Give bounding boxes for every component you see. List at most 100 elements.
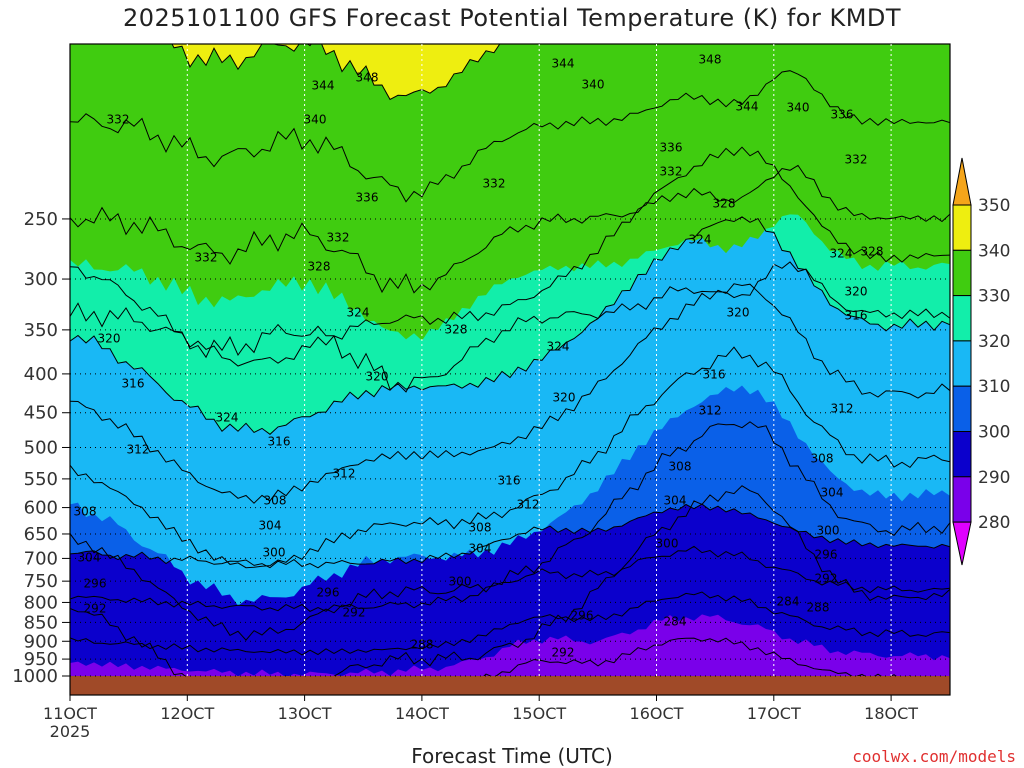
- contour-label: 332: [107, 113, 130, 127]
- contour-line-340: [171, 44, 501, 101]
- contour-label: 332: [845, 153, 868, 167]
- y-tick-label: 600: [24, 498, 58, 519]
- contour-label: 288: [807, 601, 830, 615]
- y-tick-label: 500: [24, 437, 58, 458]
- colorbar-segment: [952, 340, 972, 387]
- y-tick-label: 350: [24, 320, 58, 341]
- contour-label: 344: [312, 79, 335, 93]
- contour-label: 320: [366, 370, 389, 384]
- colorbar-label: 300: [978, 423, 1010, 443]
- x-tick-label: 14OCT: [395, 704, 449, 723]
- contour-label: 332: [483, 177, 506, 191]
- colorbar-segment: [952, 295, 972, 342]
- colorbar-segment: [952, 431, 972, 478]
- contour-label: 320: [727, 306, 750, 320]
- x-tick-label: 17OCT: [747, 704, 801, 723]
- x-tick-label: 15OCT: [512, 704, 566, 723]
- band-fill-330: [70, 44, 950, 341]
- contour-label: 344: [736, 100, 759, 114]
- contour-label: 312: [333, 467, 356, 481]
- x-tick-label: 16OCT: [630, 704, 684, 723]
- colorbar-label: 350: [978, 196, 1010, 216]
- colorbar-segment: [952, 385, 972, 433]
- chart-title: 2025101100 GFS Forecast Potential Temper…: [122, 4, 902, 32]
- contour-label: 304: [259, 519, 282, 533]
- contour-label: 316: [845, 309, 868, 323]
- colorbar-segment: [952, 204, 972, 251]
- contour-label: 332: [660, 165, 683, 179]
- contour-label: 328: [861, 245, 884, 259]
- contour-label: 300: [656, 537, 679, 551]
- contour-line-332: [70, 164, 950, 294]
- y-tick-label: 450: [24, 403, 58, 424]
- contour-label: 308: [811, 452, 834, 466]
- y-tick-label: 250: [24, 209, 58, 230]
- contour-label: 292: [84, 602, 107, 616]
- contour-label: 304: [78, 551, 101, 565]
- y-axis: 2503003504004505005506006507007508008509…: [12, 209, 70, 687]
- y-tick-label: 850: [24, 612, 58, 633]
- contour-label: 312: [831, 402, 854, 416]
- y-tick-label: 550: [24, 469, 58, 490]
- contour-label: 324: [689, 233, 712, 247]
- contour-label: 316: [268, 435, 291, 449]
- colorbar-segment: [952, 476, 972, 523]
- colorbar-label: 290: [978, 468, 1010, 488]
- contour-label: 288: [411, 638, 434, 652]
- contour-label: 292: [343, 606, 366, 620]
- contour-line-320: [70, 216, 950, 435]
- contour-line-316: [70, 283, 950, 504]
- contour-label: 340: [582, 78, 605, 92]
- contour-label: 316: [703, 368, 726, 382]
- y-tick-label: 650: [24, 524, 58, 545]
- contour-label: 312: [699, 404, 722, 418]
- contour-label: 300: [263, 546, 286, 560]
- contour-label: 308: [469, 521, 492, 535]
- contour-line-312: [70, 346, 950, 569]
- contour-line-304: [70, 485, 950, 695]
- colorbar-label: 340: [978, 241, 1010, 261]
- contour-label: 296: [84, 577, 107, 591]
- plot-area: [70, 44, 950, 695]
- colorbar-label: 320: [978, 332, 1010, 352]
- contour-label: 348: [356, 71, 379, 85]
- contour-line-308: [70, 421, 950, 641]
- contour-label: 296: [317, 586, 340, 600]
- colorbar-label: 280: [978, 513, 1010, 533]
- contour-label: 320: [553, 391, 576, 405]
- contour-line-296: [70, 545, 950, 612]
- contour-label: 340: [787, 101, 810, 115]
- grid-lines: [70, 44, 950, 677]
- colorbar-bottom-arrow: [952, 521, 972, 566]
- y-tick-label: 900: [24, 631, 58, 652]
- contour-label: 324: [547, 340, 570, 354]
- contour-line-324: [70, 146, 950, 367]
- colorbar-segment: [952, 249, 972, 297]
- contour-line-292: [70, 591, 950, 656]
- contour-label: 300: [817, 524, 840, 538]
- contour-label: 304: [469, 542, 492, 556]
- contour-line-328: [70, 261, 950, 393]
- ground-terrain: [70, 676, 950, 695]
- y-tick-label: 950: [24, 649, 58, 670]
- contour-label: 328: [308, 260, 331, 274]
- contour-chart: 348 344 344 340 348 344 340 336 332 340 336 332 332 3…: [12, 43, 1010, 741]
- contour-label: 308: [74, 505, 97, 519]
- contour-label: 292: [552, 646, 575, 660]
- contour-label: 312: [127, 443, 150, 457]
- contour-label: 296: [571, 609, 594, 623]
- contour-label: 300: [449, 575, 472, 589]
- x-tick-label: 13OCT: [278, 704, 332, 723]
- contour-label: 316: [498, 474, 521, 488]
- contour-label: 328: [445, 323, 468, 337]
- colorbar-label: 330: [978, 287, 1010, 307]
- contour-label: 332: [195, 251, 218, 265]
- plot-frame: [69, 43, 951, 696]
- contour-label: 324: [347, 306, 370, 320]
- contour-label: 296: [815, 548, 838, 562]
- contour-label: 304: [821, 486, 844, 500]
- contour-label: 344: [552, 57, 575, 71]
- colorbar: 350 340 330 320 310 300 290 280: [952, 157, 1010, 566]
- contour-label: 324: [216, 411, 239, 425]
- contour-line-336: [70, 70, 950, 203]
